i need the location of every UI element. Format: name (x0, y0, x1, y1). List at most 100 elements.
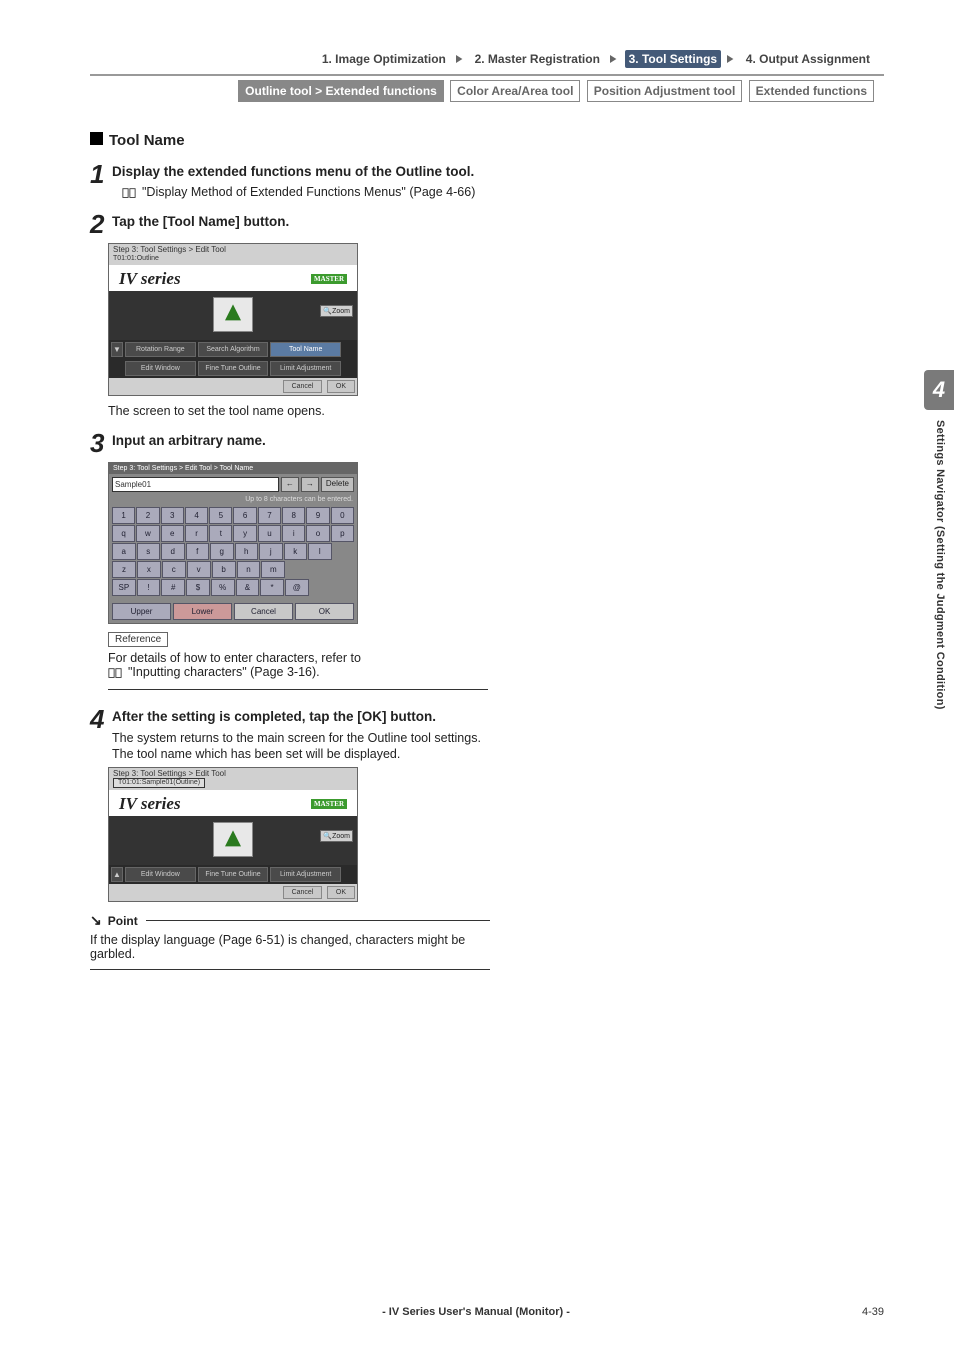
ok-button[interactable]: OK (327, 886, 355, 899)
key[interactable]: c (162, 561, 186, 578)
key[interactable]: o (306, 525, 329, 542)
key[interactable]: 2 (136, 507, 159, 524)
key[interactable]: 0 (331, 507, 354, 524)
edit-window-button[interactable]: Edit Window (125, 361, 196, 376)
point-text: If the display language (Page 6-51) is c… (90, 933, 490, 970)
master-badge: MASTER (311, 274, 347, 284)
step-3-title: Input an arbitrary name. (112, 432, 510, 450)
spacer (343, 361, 355, 376)
key[interactable]: i (282, 525, 305, 542)
zoom-button[interactable]: 🔍Zoom (320, 305, 353, 317)
cursor-right-button[interactable]: → (301, 477, 319, 492)
upper-button[interactable]: Upper (112, 603, 171, 620)
key[interactable]: g (210, 543, 234, 560)
key[interactable]: 5 (209, 507, 232, 524)
key[interactable]: j (259, 543, 283, 560)
key[interactable]: 7 (258, 507, 281, 524)
ok-button[interactable]: OK (295, 603, 354, 620)
ss2-iv-label: IV series (119, 794, 181, 814)
zoom-label: Zoom (332, 308, 350, 315)
bc-item-1[interactable]: 1. Image Optimization (318, 50, 450, 68)
step-1-ref-text: "Display Method of Extended Functions Me… (142, 185, 475, 199)
key[interactable]: # (161, 579, 185, 596)
key[interactable]: v (187, 561, 211, 578)
rotation-range-button[interactable]: Rotation Range (125, 342, 196, 357)
fine-tune-button[interactable]: Fine Tune Outline (198, 867, 269, 882)
search-algorithm-button[interactable]: Search Algorithm (198, 342, 269, 357)
key[interactable]: u (258, 525, 281, 542)
key-empty (333, 543, 355, 560)
subnav-position[interactable]: Position Adjustment tool (587, 80, 743, 102)
key-empty (332, 579, 354, 596)
key[interactable]: n (237, 561, 261, 578)
key[interactable]: r (185, 525, 208, 542)
subnav-outline[interactable]: Outline tool > Extended functions (238, 80, 444, 102)
key[interactable]: $ (186, 579, 210, 596)
preview-thumb-icon (213, 822, 253, 857)
key[interactable]: 3 (161, 507, 184, 524)
key[interactable]: ! (137, 579, 161, 596)
bc-item-4[interactable]: 4. Output Assignment (742, 50, 874, 68)
footer-title: - IV Series User's Manual (Monitor) - (382, 1306, 570, 1318)
key[interactable]: b (212, 561, 236, 578)
limit-adjustment-button[interactable]: Limit Adjustment (270, 361, 341, 376)
bc-item-3[interactable]: 3. Tool Settings (625, 50, 721, 68)
key[interactable]: f (186, 543, 210, 560)
key-space[interactable]: SP (112, 579, 136, 596)
key[interactable]: 1 (112, 507, 135, 524)
bc-item-2[interactable]: 2. Master Registration (471, 50, 604, 68)
point-label: Point (108, 914, 138, 928)
lower-button[interactable]: Lower (173, 603, 232, 620)
cancel-button[interactable]: Cancel (234, 603, 293, 620)
key[interactable]: @ (285, 579, 309, 596)
reference-box: Reference (108, 630, 510, 647)
key[interactable]: 8 (282, 507, 305, 524)
key[interactable]: p (331, 525, 354, 542)
chevron-down-icon[interactable]: ▼ (111, 342, 123, 357)
chevron-up-icon[interactable]: ▲ (111, 867, 123, 882)
ss2-header-line2: T01:01:Sample01(Outline) (113, 778, 205, 788)
name-input[interactable]: Sample01 (112, 477, 279, 492)
key[interactable]: a (112, 543, 136, 560)
limit-adjustment-button[interactable]: Limit Adjustment (270, 867, 341, 882)
cancel-button[interactable]: Cancel (283, 380, 323, 393)
key[interactable]: 4 (185, 507, 208, 524)
delete-button[interactable]: Delete (321, 477, 354, 492)
key-empty (309, 561, 331, 578)
key[interactable]: w (136, 525, 159, 542)
key[interactable]: y (233, 525, 256, 542)
key[interactable]: & (236, 579, 260, 596)
fine-tune-button[interactable]: Fine Tune Outline (198, 361, 269, 376)
step-4-title: After the setting is completed, tap the … (112, 708, 510, 726)
key[interactable]: z (112, 561, 136, 578)
ss1-header: Step 3: Tool Settings > Edit Tool T01:01… (109, 244, 357, 264)
breadcrumb: 1. Image Optimization 2. Master Registra… (90, 50, 874, 68)
key[interactable]: s (137, 543, 161, 560)
key[interactable]: e (161, 525, 184, 542)
key[interactable]: * (260, 579, 284, 596)
subnav-extended[interactable]: Extended functions (749, 80, 874, 102)
key[interactable]: 9 (306, 507, 329, 524)
edit-window-button[interactable]: Edit Window (125, 867, 196, 882)
key[interactable]: l (308, 543, 332, 560)
key[interactable]: q (112, 525, 135, 542)
step-1: 1 Display the extended functions menu of… (90, 163, 510, 199)
key[interactable]: x (137, 561, 161, 578)
ss1-row1: ▼ Rotation Range Search Algorithm Tool N… (109, 340, 357, 359)
cursor-left-button[interactable]: ← (281, 477, 299, 492)
tool-name-button[interactable]: Tool Name (270, 342, 341, 357)
key[interactable]: d (161, 543, 185, 560)
ok-button[interactable]: OK (327, 380, 355, 393)
key[interactable]: k (284, 543, 308, 560)
key[interactable]: t (209, 525, 232, 542)
key[interactable]: % (211, 579, 235, 596)
key-empty (310, 579, 332, 596)
key[interactable]: 6 (233, 507, 256, 524)
key[interactable]: h (235, 543, 259, 560)
point-icon: ↘ (90, 912, 102, 929)
cancel-button[interactable]: Cancel (283, 886, 323, 899)
zoom-button[interactable]: 🔍Zoom (320, 830, 353, 842)
divider (90, 74, 884, 76)
subnav-color[interactable]: Color Area/Area tool (450, 80, 580, 102)
key[interactable]: m (261, 561, 285, 578)
